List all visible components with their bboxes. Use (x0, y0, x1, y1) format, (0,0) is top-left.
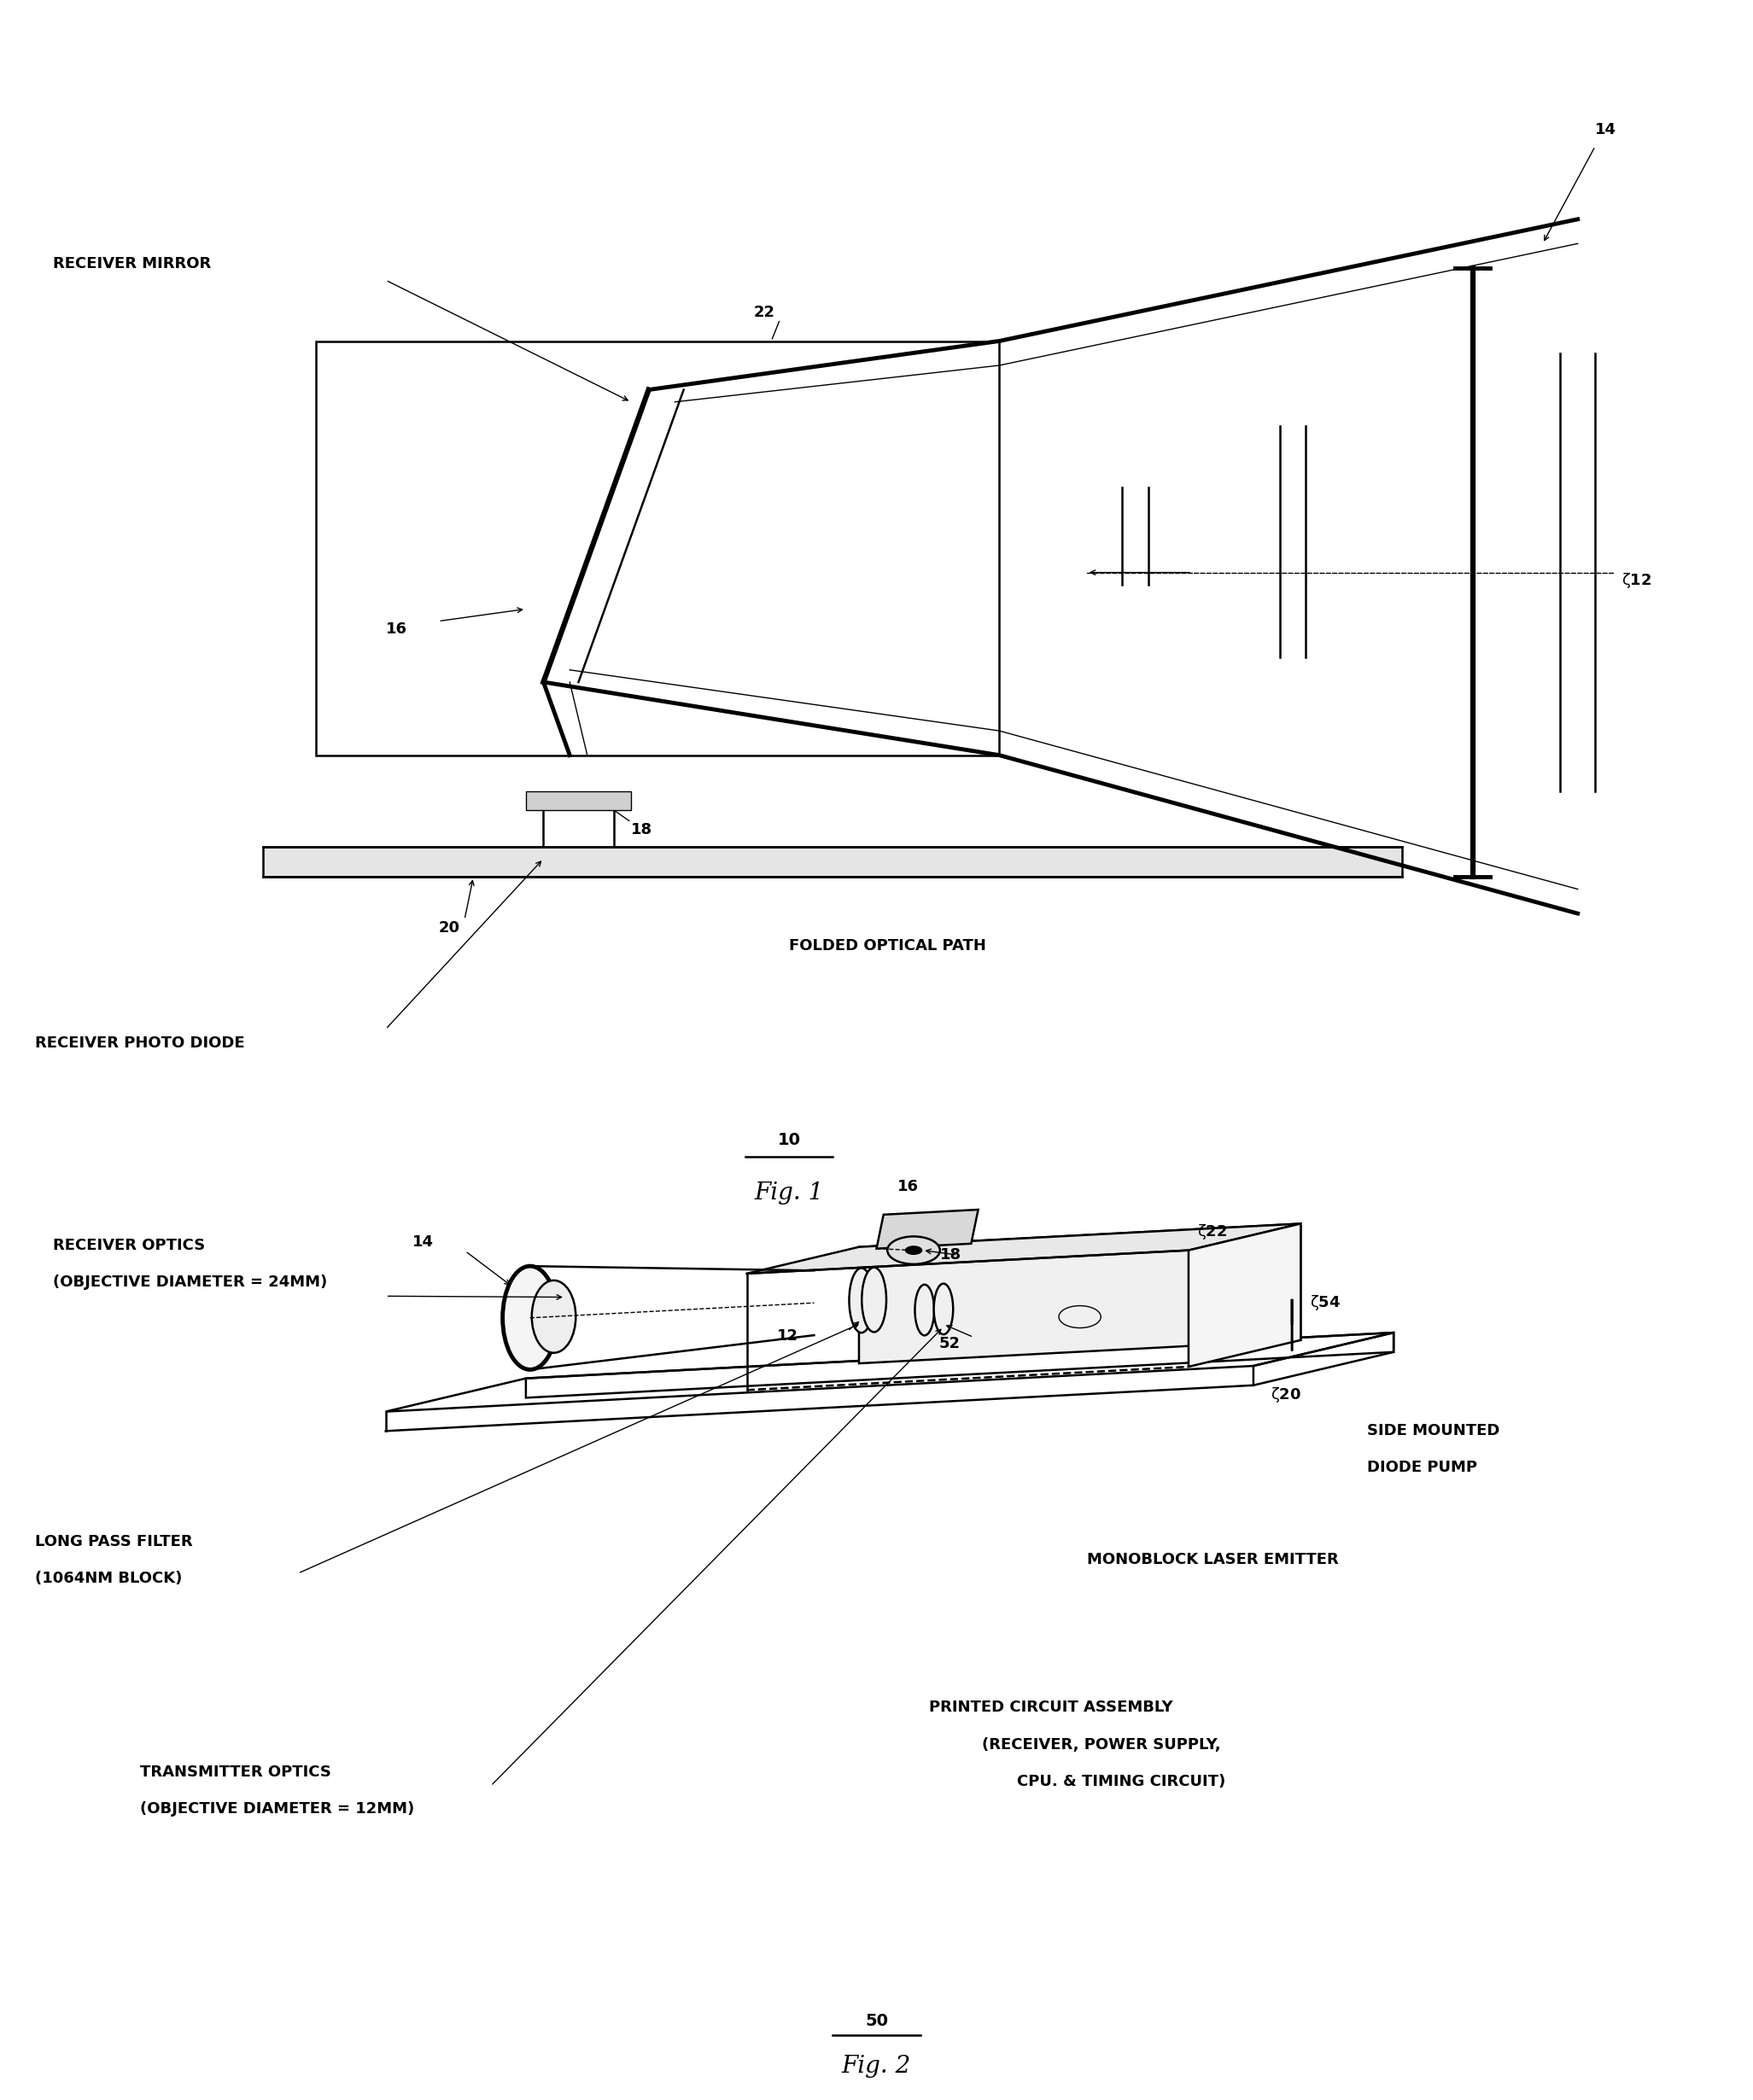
Bar (263, 846, 1402, 878)
Text: $\mathsf{\zeta}$22: $\mathsf{\zeta}$22 (1197, 1222, 1227, 1241)
Ellipse shape (915, 1285, 934, 1336)
Text: $\mathsf{\zeta}$54: $\mathsf{\zeta}$54 (1309, 1294, 1341, 1312)
Bar (526, 792, 631, 811)
Ellipse shape (862, 1268, 887, 1331)
Text: 12: 12 (777, 1329, 799, 1344)
Bar (543, 804, 614, 853)
Text: 14: 14 (1595, 122, 1616, 136)
Text: (1064NM BLOCK): (1064NM BLOCK) (35, 1571, 182, 1586)
Text: Fig. 1: Fig. 1 (754, 1182, 824, 1205)
Text: RECEIVER MIRROR: RECEIVER MIRROR (53, 256, 210, 271)
Ellipse shape (531, 1281, 575, 1352)
Ellipse shape (934, 1283, 954, 1334)
Text: $\mathsf{\zeta}$12: $\mathsf{\zeta}$12 (1622, 571, 1651, 590)
Text: 10: 10 (777, 1132, 801, 1149)
Text: SIDE MOUNTED: SIDE MOUNTED (1367, 1424, 1501, 1438)
Polygon shape (876, 1210, 978, 1249)
Text: (RECEIVER, POWER SUPPLY,: (RECEIVER, POWER SUPPLY, (982, 1737, 1220, 1751)
Text: 16: 16 (898, 1178, 919, 1195)
Polygon shape (1189, 1224, 1301, 1367)
Text: PRINTED CIRCUIT ASSEMBLY: PRINTED CIRCUIT ASSEMBLY (929, 1701, 1173, 1716)
Text: 16: 16 (386, 622, 407, 636)
Text: LONG PASS FILTER: LONG PASS FILTER (35, 1533, 193, 1550)
Text: RECEIVER PHOTO DIODE: RECEIVER PHOTO DIODE (35, 1035, 245, 1050)
Circle shape (905, 1245, 922, 1256)
Text: FOLDED OPTICAL PATH: FOLDED OPTICAL PATH (789, 939, 985, 953)
Text: 22: 22 (754, 304, 775, 319)
Circle shape (887, 1237, 940, 1264)
Text: 52: 52 (938, 1336, 961, 1352)
Text: 14: 14 (412, 1235, 435, 1250)
Text: 18: 18 (631, 823, 652, 838)
Text: Fig. 2: Fig. 2 (841, 2054, 912, 2077)
Text: DIODE PUMP: DIODE PUMP (1367, 1459, 1478, 1474)
Text: 50: 50 (864, 2014, 889, 2029)
Text: (OBJECTIVE DIAMETER = 24MM): (OBJECTIVE DIAMETER = 24MM) (53, 1275, 326, 1289)
Ellipse shape (503, 1266, 557, 1369)
Text: TRANSMITTER OPTICS: TRANSMITTER OPTICS (140, 1764, 331, 1781)
Text: RECEIVER OPTICS: RECEIVER OPTICS (53, 1239, 205, 1254)
Text: $\mathsf{\zeta}$20: $\mathsf{\zeta}$20 (1271, 1386, 1302, 1405)
Text: 20: 20 (438, 920, 459, 934)
Text: 18: 18 (940, 1247, 961, 1262)
Polygon shape (747, 1224, 1301, 1273)
Polygon shape (859, 1224, 1301, 1363)
Ellipse shape (848, 1268, 873, 1334)
Text: MONOBLOCK LASER EMITTER: MONOBLOCK LASER EMITTER (1087, 1552, 1339, 1567)
Text: (OBJECTIVE DIAMETER = 12MM): (OBJECTIVE DIAMETER = 12MM) (140, 1802, 414, 1816)
Bar (316, 340, 999, 756)
Text: CPU. & TIMING CIRCUIT): CPU. & TIMING CIRCUIT) (1017, 1774, 1225, 1789)
